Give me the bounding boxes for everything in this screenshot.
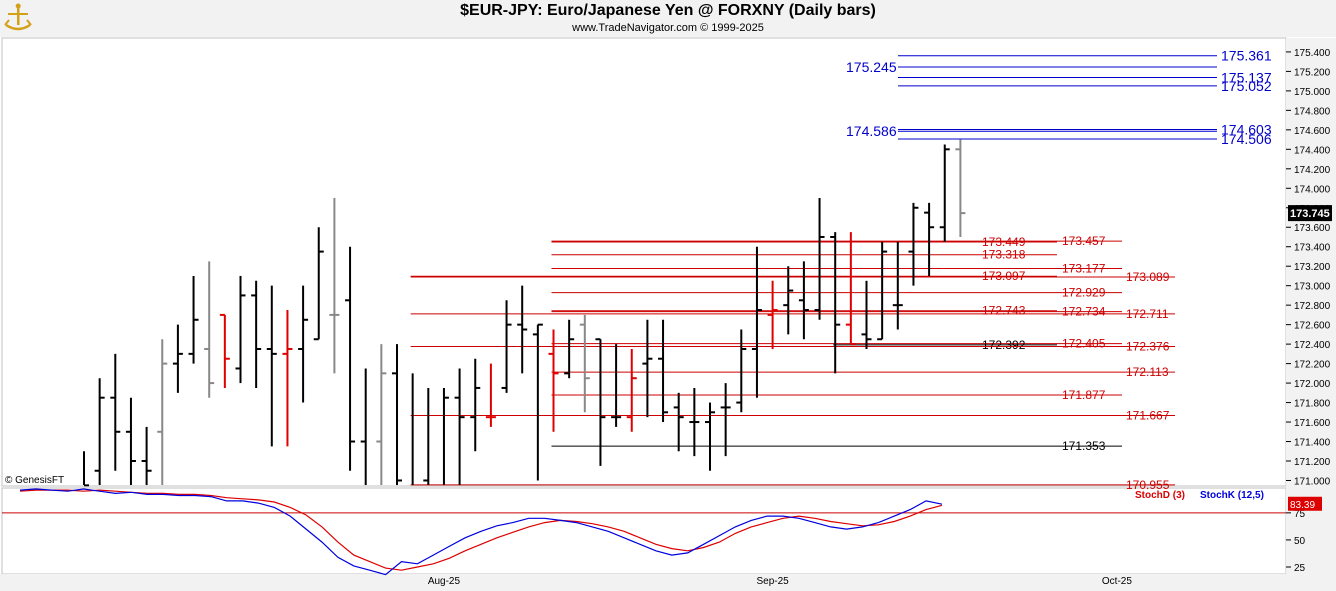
y-tick-label: 173.400	[1294, 243, 1331, 254]
level-label: 173.089	[1126, 270, 1170, 284]
chart-title: $EUR-JPY: Euro/Japanese Yen @ FORXNY (Da…	[460, 2, 876, 19]
level-label: 174.506	[1221, 131, 1272, 147]
y-tick-label: 171.400	[1294, 438, 1331, 449]
y-tick-label: 172.000	[1294, 379, 1331, 390]
last-price-label: 173.745	[1290, 208, 1330, 220]
osc-tick-label: 50	[1294, 536, 1306, 547]
level-label: 174.586	[846, 123, 897, 139]
y-tick-label: 174.400	[1294, 145, 1331, 156]
level-label: 175.052	[1221, 78, 1272, 94]
y-tick-label: 175.200	[1294, 67, 1331, 78]
level-label: 173.318	[982, 248, 1026, 262]
level-label: 173.097	[982, 269, 1026, 283]
level-label: 174.603	[1221, 122, 1272, 138]
level-label: 170.955	[1126, 478, 1170, 492]
level-label: 172.376	[1126, 339, 1170, 353]
x-tick-label: Aug-25	[428, 576, 461, 587]
x-tick-label: Sep-25	[756, 576, 789, 587]
y-tick-label: 175.400	[1294, 48, 1331, 59]
y-tick-label: 171.600	[1294, 418, 1331, 429]
y-tick-label: 173.200	[1294, 262, 1331, 273]
y-tick-label: 171.800	[1294, 399, 1331, 410]
level-label: 172.929	[1062, 286, 1106, 300]
osc-tick-label: 25	[1294, 563, 1306, 574]
level-label: 173.449	[982, 235, 1026, 249]
watermark: © GenesisFT	[5, 475, 64, 486]
y-tick-label: 173.600	[1294, 223, 1331, 234]
level-label: 171.353	[1062, 439, 1106, 453]
level-label: 175.245	[846, 59, 897, 75]
y-tick-label: 173.000	[1294, 282, 1331, 293]
y-tick-label: 172.800	[1294, 301, 1331, 312]
y-tick-label: 172.400	[1294, 340, 1331, 351]
y-tick-label: 174.600	[1294, 126, 1331, 137]
y-tick-label: 174.800	[1294, 106, 1331, 117]
logo-icon	[4, 3, 32, 31]
last-price-box	[1288, 205, 1332, 222]
y-tick-label: 172.600	[1294, 321, 1331, 332]
level-label: 173.457	[1062, 234, 1106, 248]
level-label: 172.405	[1062, 337, 1106, 351]
osc-series-line	[19, 489, 943, 571]
y-tick-label: 172.200	[1294, 360, 1331, 371]
level-label: 172.711	[1126, 307, 1169, 321]
x-axis-area	[0, 574, 1336, 591]
oscillator-panel	[1, 487, 1287, 575]
osc-series-line	[19, 488, 943, 576]
level-label: 172.392	[982, 338, 1026, 352]
y-tick-label: 175.000	[1294, 87, 1331, 98]
legend-stochk: StochK (12,5)	[1200, 490, 1264, 501]
level-label: 173.177	[1062, 261, 1106, 275]
level-label: 171.877	[1062, 388, 1106, 402]
osc-last-box	[1288, 496, 1322, 511]
y-tick-label: 174.000	[1294, 184, 1331, 195]
level-label: 175.137	[1221, 70, 1272, 86]
level-label: 172.743	[982, 304, 1026, 318]
level-label: 175.361	[1221, 48, 1272, 64]
osc-last-label: 83.39	[1290, 500, 1315, 511]
level-label: 172.734	[1062, 305, 1106, 319]
level-label: 171.667	[1126, 409, 1170, 423]
x-tick-label: Oct-25	[1102, 576, 1132, 587]
y-axis-area	[1286, 38, 1336, 574]
y-tick-label: 171.200	[1294, 457, 1331, 468]
chart-header	[0, 0, 1336, 37]
osc-tick-label: 75	[1294, 509, 1306, 520]
legend-stochd: StochD (3)	[1135, 490, 1185, 501]
y-tick-label: 171.000	[1294, 476, 1331, 487]
price-panel	[1, 37, 1287, 487]
y-tick-label: 174.200	[1294, 165, 1331, 176]
level-label: 172.113	[1126, 365, 1169, 379]
chart-subtitle: www.TradeNavigator.com © 1999-2025	[572, 22, 764, 34]
